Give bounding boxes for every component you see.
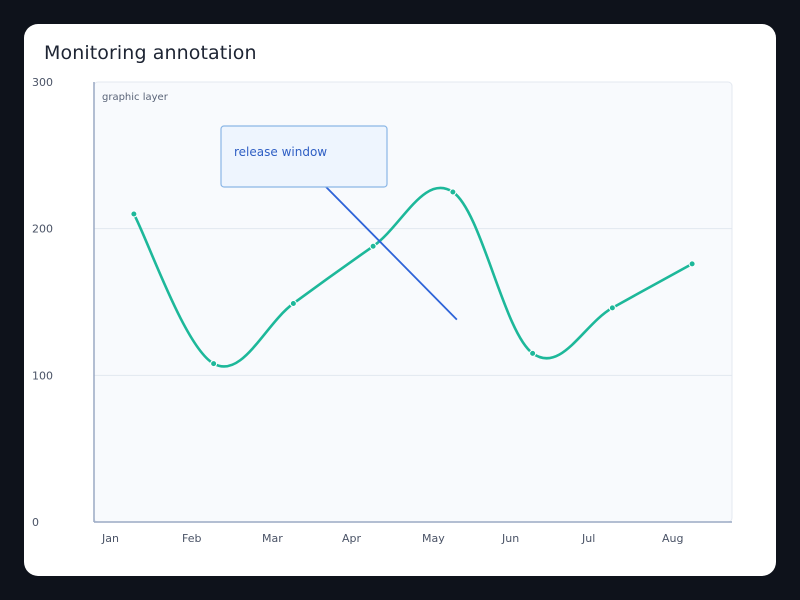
data-point bbox=[289, 299, 297, 307]
axes bbox=[93, 82, 732, 523]
x-tick-label: Mar bbox=[262, 532, 283, 545]
data-point bbox=[449, 188, 457, 196]
y-tick-label: 300 bbox=[32, 76, 53, 89]
data-point bbox=[210, 360, 218, 368]
data-point bbox=[688, 260, 696, 268]
series-layer bbox=[130, 186, 696, 368]
x-tick-label: Jan bbox=[101, 532, 119, 545]
gridlines bbox=[94, 228, 732, 376]
graphic-layer-label: graphic layer bbox=[102, 92, 169, 103]
x-tick-label: May bbox=[422, 532, 445, 545]
annotation-box bbox=[220, 125, 388, 188]
plot-area bbox=[93, 81, 733, 523]
annotation-layer: release window bbox=[220, 125, 458, 321]
x-tick-label: Jun bbox=[501, 532, 519, 545]
data-point bbox=[130, 210, 138, 218]
chart-card: Monitoring annotation 0 100 200 300 Jan Feb M… bbox=[24, 24, 776, 576]
data-point bbox=[608, 304, 616, 312]
y-tick-label: 100 bbox=[32, 369, 53, 382]
x-axis-ticks: Jan Feb Mar Apr May Jun Jul Aug bbox=[101, 532, 683, 545]
data-point bbox=[369, 242, 377, 250]
chart-title: Monitoring annotation bbox=[44, 42, 257, 64]
data-point bbox=[529, 349, 537, 357]
y-tick-label: 0 bbox=[32, 516, 39, 529]
y-axis-ticks: 0 100 200 300 bbox=[32, 76, 53, 529]
y-tick-label: 200 bbox=[32, 223, 53, 236]
x-tick-label: Aug bbox=[662, 532, 683, 545]
annotation-line bbox=[308, 169, 458, 321]
x-tick-label: Jul bbox=[581, 532, 595, 545]
x-tick-label: Feb bbox=[182, 532, 201, 545]
annotation-label: release window bbox=[234, 145, 327, 159]
line-chart: 0 100 200 300 Jan Feb Mar Apr May Jun Jul Aug grap… bbox=[32, 76, 733, 545]
x-tick-label: Apr bbox=[342, 532, 362, 545]
